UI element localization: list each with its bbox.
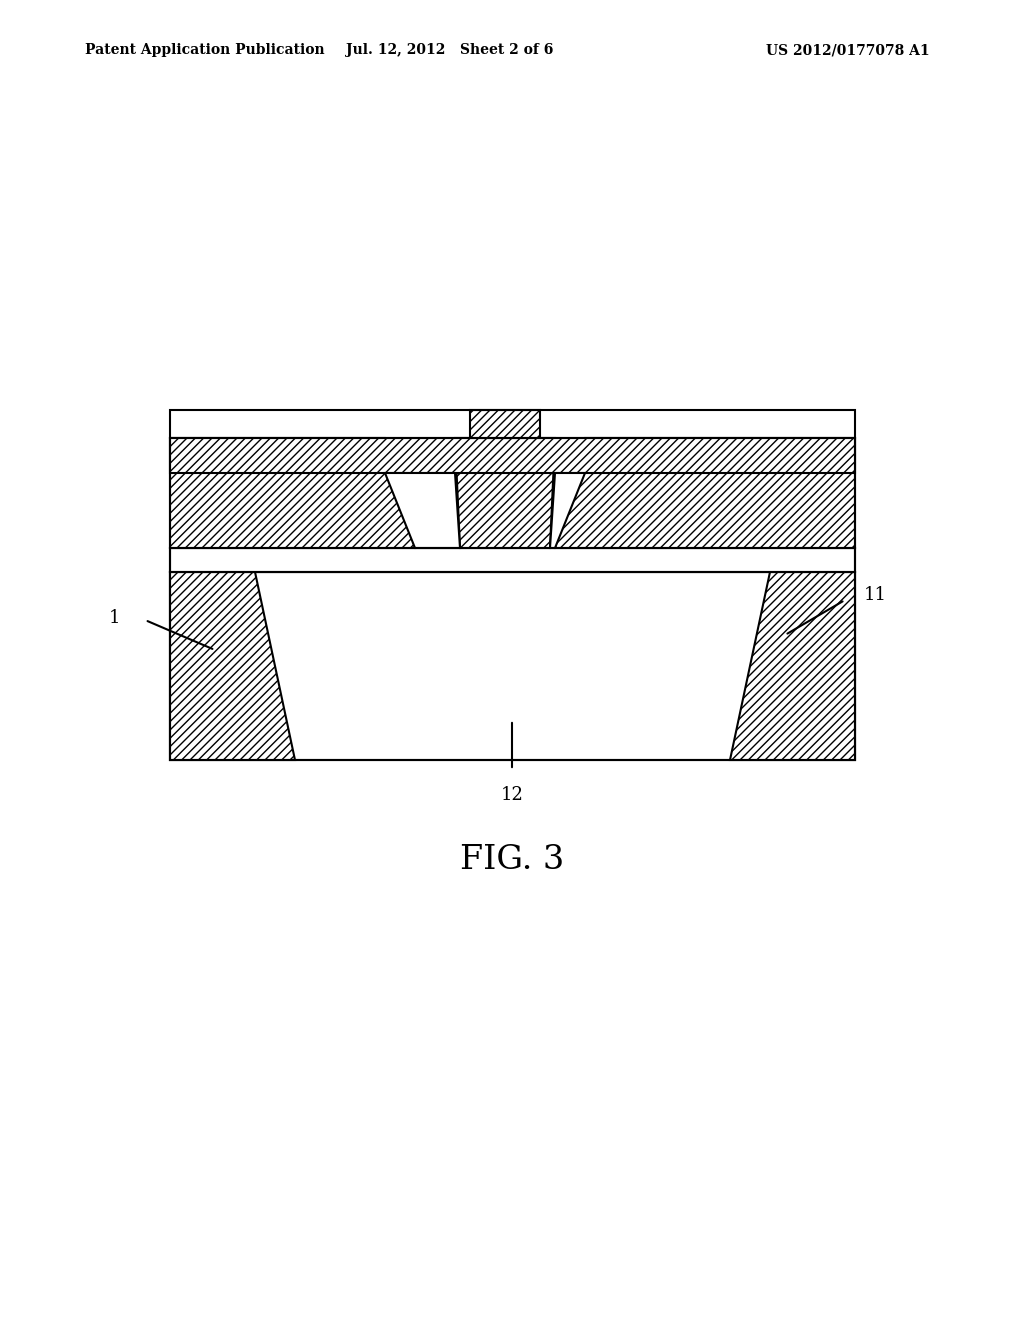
Bar — [470, 411, 540, 438]
Polygon shape — [730, 572, 855, 760]
Polygon shape — [170, 438, 415, 548]
Polygon shape — [385, 473, 460, 548]
Bar — [170, 548, 855, 572]
Text: 11: 11 — [863, 586, 887, 605]
Text: US 2012/0177078 A1: US 2012/0177078 A1 — [766, 44, 930, 57]
Text: FIG. 3: FIG. 3 — [460, 843, 564, 876]
Text: Jul. 12, 2012   Sheet 2 of 6: Jul. 12, 2012 Sheet 2 of 6 — [346, 44, 554, 57]
Polygon shape — [455, 438, 555, 548]
Text: Patent Application Publication: Patent Application Publication — [85, 44, 325, 57]
Polygon shape — [170, 572, 295, 760]
Polygon shape — [555, 438, 855, 548]
Text: 1: 1 — [110, 609, 121, 627]
Polygon shape — [550, 473, 585, 548]
Text: 12: 12 — [501, 785, 523, 804]
Bar — [170, 411, 855, 760]
Bar — [170, 572, 855, 760]
Bar — [170, 438, 855, 473]
